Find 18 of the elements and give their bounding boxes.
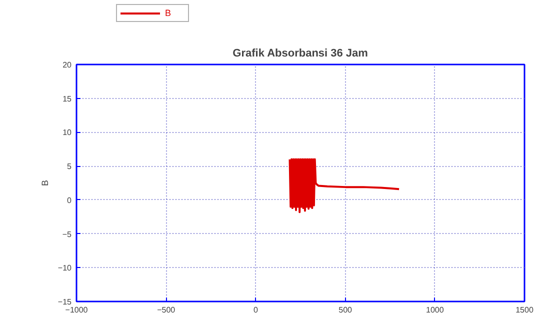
y-tick-label: −15: [58, 298, 72, 306]
y-tick-label: −10: [58, 264, 72, 273]
legend-label: B: [165, 8, 172, 18]
y-tick-label: 15: [62, 94, 72, 104]
x-tick-label: 0: [253, 306, 258, 314]
y-tick-label: 10: [62, 128, 72, 138]
y-axis-title: B: [40, 180, 50, 186]
x-tick-label: 500: [338, 306, 353, 314]
line-series: [288, 158, 400, 214]
x-tick-label: 1000: [426, 306, 444, 314]
chart-title: Grafik Absorbansi 36 Jam: [232, 48, 368, 60]
x-tick-label: −1000: [65, 306, 88, 314]
y-tick-label: 0: [67, 196, 72, 205]
y-tick-label: 20: [62, 60, 72, 70]
x-tick-label: 1500: [516, 306, 534, 314]
x-tick-label: −500: [157, 306, 176, 314]
y-tick-label: −5: [62, 230, 72, 239]
y-tick-label: 5: [67, 162, 72, 172]
